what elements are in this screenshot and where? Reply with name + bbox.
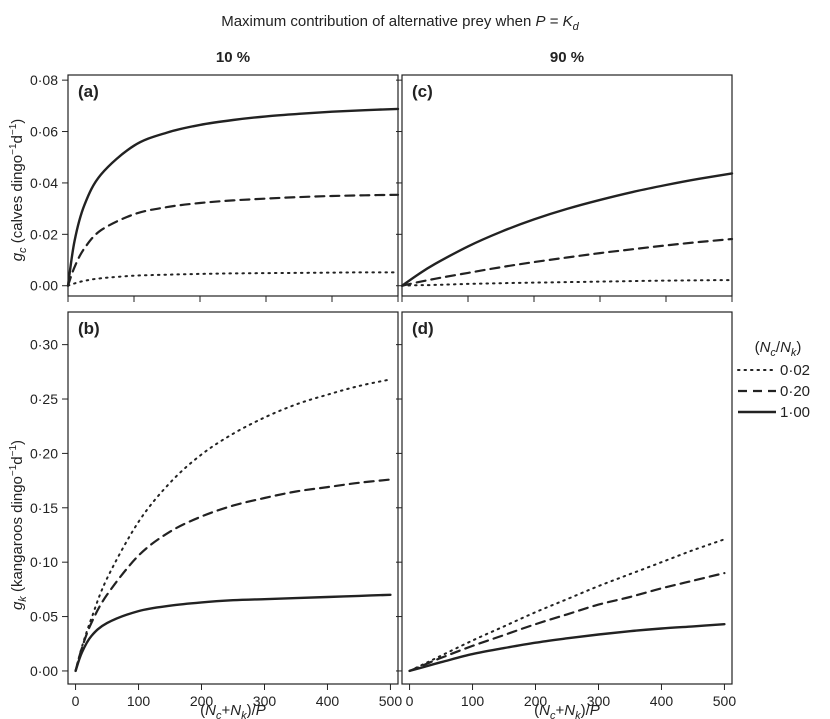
column-header-90pct: 90 % xyxy=(550,49,584,66)
y-tick-label: 0·06 xyxy=(30,124,58,140)
y-tick-label: 0·05 xyxy=(30,609,58,625)
legend-label-0: 0·02 xyxy=(780,362,810,379)
y-tick-label: 0·02 xyxy=(30,226,58,242)
x-tick-label: 200 xyxy=(524,693,548,709)
series-line-0·20 xyxy=(74,478,392,672)
x-tick-label: 300 xyxy=(253,693,277,709)
panel-label: (b) xyxy=(78,319,100,338)
legend: (Nc/Nk) 0·02 0·20 1·00 xyxy=(737,339,810,421)
series-line-0·02 xyxy=(401,279,733,287)
y-tick-label: 0·30 xyxy=(30,337,58,353)
x-tick-label: 400 xyxy=(316,693,340,709)
x-tick-label: 500 xyxy=(379,693,403,709)
y-axis-title-kangaroos: gk (kangaroos dingo−1d−1) xyxy=(8,440,29,610)
y-tick-label: 0·10 xyxy=(30,554,58,570)
series-line-0·20 xyxy=(400,237,734,287)
panel-label: (d) xyxy=(412,319,434,338)
series-line-0·20 xyxy=(66,193,400,287)
x-tick-label: 100 xyxy=(461,693,485,709)
panel-frame xyxy=(401,311,733,685)
x-tick-label: 0 xyxy=(406,693,414,709)
series-line-1·00 xyxy=(66,107,400,287)
legend-label-2: 1·00 xyxy=(780,404,810,421)
x-tick-label: 0 xyxy=(72,693,80,709)
panels: (a) 0·00 0·02 0·04 0·06 0·08 (b) 0·00 0·05 0·10 0·… xyxy=(30,72,736,709)
y-tick-label: 0·20 xyxy=(30,445,58,461)
y-tick-label: 0·15 xyxy=(30,500,58,516)
panel-label: (c) xyxy=(412,82,433,101)
series-line-1·00 xyxy=(408,623,726,673)
x-tick-label: 500 xyxy=(713,693,737,709)
panel-c: (c) xyxy=(396,74,734,302)
x-tick-label: 100 xyxy=(127,693,151,709)
figure-title: Maximum contribution of alternative prey… xyxy=(221,13,579,33)
legend-label-1: 0·20 xyxy=(780,383,810,400)
x-tick-label: 400 xyxy=(650,693,674,709)
legend-title: (Nc/Nk) xyxy=(755,339,802,359)
y-tick-label: 0·08 xyxy=(30,72,58,88)
x-tick-label: 200 xyxy=(190,693,214,709)
y-tick-label: 0·00 xyxy=(30,663,58,679)
panel-a: (a) 0·00 0·02 0·04 0·06 0·08 xyxy=(30,72,400,302)
panel-frame xyxy=(67,74,399,297)
series-line-0·20 xyxy=(408,572,726,672)
series-line-0·02 xyxy=(67,271,399,287)
y-tick-label: 0·00 xyxy=(30,278,58,294)
x-tick-label: 300 xyxy=(587,693,611,709)
panel-d: (d) 0 100 200 300 400 500 xyxy=(396,311,737,709)
panel-frame xyxy=(401,74,733,297)
series-line-1·00 xyxy=(74,593,392,673)
y-tick-label: 0·04 xyxy=(30,175,58,191)
column-header-10pct: 10 % xyxy=(216,49,250,66)
panel-frame xyxy=(67,311,399,685)
y-axis-title-calves: gc (calves dingo−1d−1) xyxy=(8,119,29,262)
series-line-0·02 xyxy=(408,538,726,672)
y-tick-label: 0·25 xyxy=(30,391,58,407)
panel-label: (a) xyxy=(78,82,99,101)
series-line-1·00 xyxy=(400,172,734,287)
panel-b: (b) 0·00 0·05 0·10 0·15 0·20 0·25 0·30 0 100 200 30… xyxy=(30,311,403,709)
series-line-0·02 xyxy=(74,378,392,672)
